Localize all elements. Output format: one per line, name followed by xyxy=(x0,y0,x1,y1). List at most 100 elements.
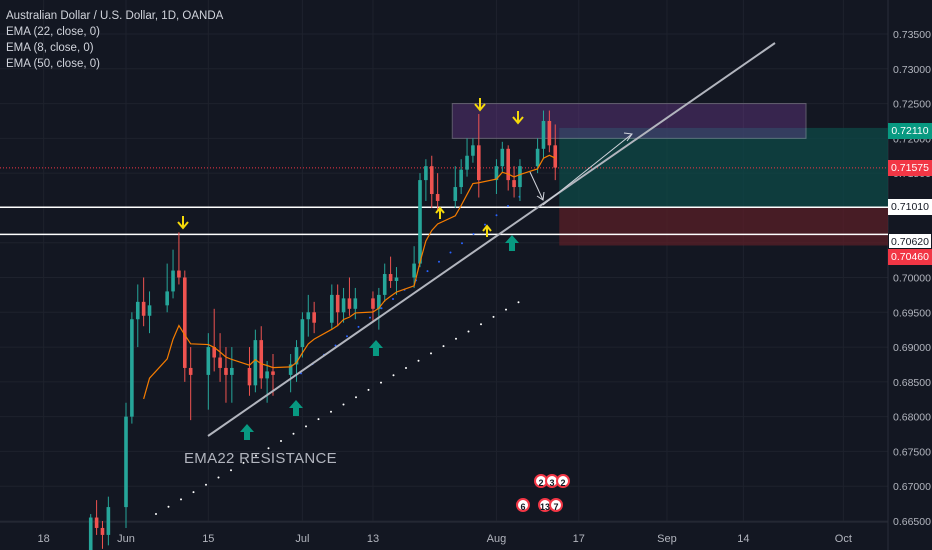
ema50-dot xyxy=(330,410,332,413)
candle-body[interactable] xyxy=(347,298,352,309)
candle-body[interactable] xyxy=(288,364,293,375)
event-badge[interactable]: 7 xyxy=(549,498,563,512)
ema8-line xyxy=(143,154,556,400)
arrow-head xyxy=(536,191,545,201)
candle-body[interactable] xyxy=(94,517,99,528)
candle-body[interactable] xyxy=(306,312,311,320)
candle-body[interactable] xyxy=(518,166,522,188)
candle-body[interactable] xyxy=(435,194,440,201)
candle-body[interactable] xyxy=(424,166,428,181)
ascending-trendline[interactable] xyxy=(207,42,776,437)
candle-body[interactable] xyxy=(477,145,481,181)
candle-body[interactable] xyxy=(212,347,216,358)
candle-body[interactable] xyxy=(135,301,140,320)
teal-up-arrow[interactable] xyxy=(240,424,254,440)
projection-arrow-down[interactable] xyxy=(529,171,544,201)
x-tick-label: Aug xyxy=(487,533,507,545)
candle-body[interactable] xyxy=(388,274,393,281)
candle-body[interactable] xyxy=(141,301,146,316)
candle-body[interactable] xyxy=(335,294,340,313)
candle-body[interactable] xyxy=(341,298,346,313)
candle-body[interactable] xyxy=(247,367,252,386)
ema22-dot xyxy=(380,307,383,310)
candle-body[interactable] xyxy=(177,270,181,278)
ema50-dot xyxy=(405,367,407,369)
candle-body[interactable] xyxy=(259,340,264,379)
candle-body[interactable] xyxy=(330,294,334,323)
ema22-dot xyxy=(346,335,348,338)
candle-body[interactable] xyxy=(429,166,434,195)
stop-price-tag: 0.70460 xyxy=(888,249,932,265)
candle-body[interactable] xyxy=(183,277,187,368)
ema50-dot xyxy=(167,505,170,508)
candle-body[interactable] xyxy=(106,507,111,535)
ema50-dot xyxy=(230,469,232,472)
candle-body[interactable] xyxy=(459,169,463,188)
candle-body[interactable] xyxy=(130,319,134,417)
yellow-down-arrow[interactable] xyxy=(512,111,524,125)
candle-body[interactable] xyxy=(494,166,499,181)
candle-body[interactable] xyxy=(382,274,387,295)
x-tick-label: 17 xyxy=(573,533,585,545)
level-upper-tag: 0.71010 xyxy=(888,199,932,215)
yellow-down-arrow[interactable] xyxy=(177,216,189,230)
candle-body[interactable] xyxy=(253,340,258,386)
candle-body[interactable] xyxy=(412,263,416,278)
candle-body[interactable] xyxy=(206,347,211,375)
candle-body[interactable] xyxy=(218,357,222,368)
candle-body[interactable] xyxy=(535,148,540,167)
candle-body[interactable] xyxy=(312,312,316,323)
candle-body[interactable] xyxy=(88,517,93,550)
candle-body[interactable] xyxy=(453,187,458,201)
teal-up-arrow[interactable] xyxy=(289,400,303,416)
yellow-up-arrow[interactable] xyxy=(482,224,492,237)
candle-body[interactable] xyxy=(224,367,228,375)
stop-zone[interactable] xyxy=(559,207,888,246)
yellow-up-arrow[interactable] xyxy=(435,206,445,219)
event-badge[interactable]: 6 xyxy=(516,498,530,512)
yellow-down-arrow[interactable] xyxy=(474,98,486,112)
ema50-dot xyxy=(417,359,420,362)
ema8-legend: EMA (8, close, 0) xyxy=(6,42,94,54)
projection-arrow-up[interactable] xyxy=(542,133,633,206)
candle-body[interactable] xyxy=(147,305,152,316)
candle-body[interactable] xyxy=(188,367,193,375)
candle-body[interactable] xyxy=(553,145,558,168)
candle-body[interactable] xyxy=(230,367,234,375)
x-tick-label: Oct xyxy=(835,533,852,545)
ema50-dot xyxy=(180,498,182,501)
candle-body[interactable] xyxy=(294,347,299,365)
candle-body[interactable] xyxy=(165,291,169,306)
candle-body[interactable] xyxy=(353,298,358,309)
candle-body[interactable] xyxy=(541,120,546,149)
candle-body[interactable] xyxy=(465,155,469,170)
ema22-dot xyxy=(461,242,463,245)
resistance-zone[interactable] xyxy=(451,103,807,139)
candle-body[interactable] xyxy=(377,294,381,309)
candle-body[interactable] xyxy=(471,145,475,156)
teal-up-arrow[interactable] xyxy=(369,340,383,356)
ema22-dot xyxy=(357,325,360,328)
event-badge[interactable]: 2 xyxy=(556,474,570,488)
candle-body[interactable] xyxy=(265,371,269,379)
candle-body[interactable] xyxy=(506,148,510,181)
candle-body[interactable] xyxy=(271,371,275,375)
candle-body[interactable] xyxy=(512,180,516,188)
candle-body[interactable] xyxy=(300,319,305,348)
candle-body[interactable] xyxy=(547,120,552,146)
ema50-dot xyxy=(267,447,270,450)
ema22-resistance-annotation[interactable]: EMA22 RESISTANCE xyxy=(184,450,337,467)
ema50-dot xyxy=(280,440,282,442)
candle-body[interactable] xyxy=(500,148,505,167)
candle-body[interactable] xyxy=(371,298,375,309)
candle-body[interactable] xyxy=(394,277,399,281)
candle-body[interactable] xyxy=(418,180,422,264)
candle-body[interactable] xyxy=(100,527,105,535)
teal-up-arrow[interactable] xyxy=(505,235,519,251)
candle-body[interactable] xyxy=(171,270,175,292)
ema50-dot xyxy=(305,425,307,428)
candle-body[interactable] xyxy=(124,416,128,508)
